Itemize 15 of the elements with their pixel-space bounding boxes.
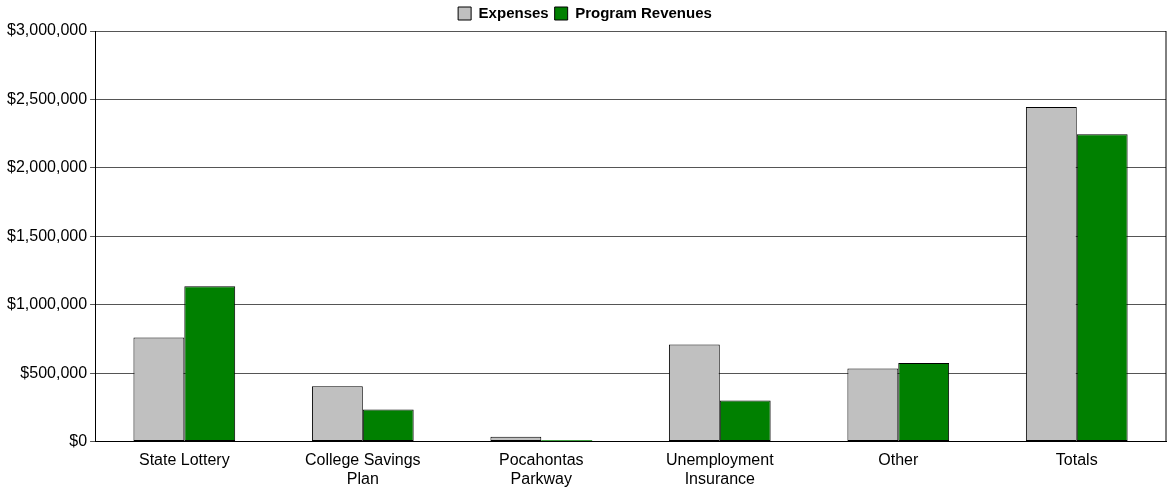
x-tick-label: Totals (1055, 450, 1098, 468)
y-tick-label: $1,000,000 (7, 295, 88, 313)
y-tick-label: $3,000,000 (7, 21, 88, 39)
y-tick-label: $1,500,000 (7, 226, 88, 244)
y-tick-label: $0 (69, 432, 88, 450)
legend-label: Program Revenues (575, 3, 712, 21)
y-tick-label: $500,000 (20, 363, 88, 381)
legend-label: Expenses (478, 3, 549, 21)
y-tick-label: $2,500,000 (7, 89, 88, 107)
x-tick-label: Other (878, 450, 919, 468)
y-tick-label: $2,000,000 (7, 158, 88, 176)
x-tick-label: Unemployment Insurance (665, 450, 775, 487)
x-tick-label: State Lottery (138, 450, 230, 468)
x-tick-label: College Savings Plan (305, 450, 421, 487)
x-tick-label: Pocahontas Parkway (499, 450, 584, 487)
